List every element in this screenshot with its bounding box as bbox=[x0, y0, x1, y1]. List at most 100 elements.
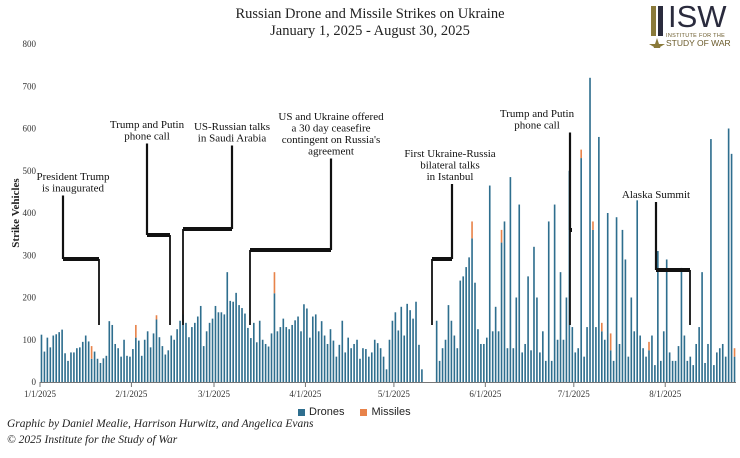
drone-bar bbox=[258, 320, 261, 382]
isw-logo-sub2: STUDY OF WAR bbox=[666, 38, 731, 48]
legend-swatch-drones bbox=[298, 408, 305, 416]
drone-bar bbox=[132, 349, 134, 382]
drone-bar bbox=[689, 356, 692, 382]
drone-bar bbox=[583, 356, 585, 382]
drone-bar bbox=[350, 348, 352, 382]
drone-bar bbox=[388, 339, 391, 382]
drone-bar bbox=[73, 352, 75, 382]
drone-bar bbox=[580, 158, 582, 382]
drone-bar bbox=[627, 356, 630, 382]
drone-bar bbox=[297, 316, 299, 382]
drone-bar bbox=[255, 342, 258, 382]
drone-bar bbox=[565, 297, 568, 382]
drone-bar bbox=[188, 337, 190, 382]
drone-bar bbox=[730, 153, 733, 382]
drone-bar bbox=[601, 331, 603, 382]
drone-bar bbox=[447, 305, 450, 382]
drone-bar bbox=[503, 221, 506, 382]
annotation-label: in Saudi Arabia bbox=[198, 133, 267, 145]
drone-bar bbox=[453, 335, 456, 382]
drone-bar bbox=[46, 337, 49, 382]
missile-bar bbox=[471, 221, 473, 239]
drone-bar bbox=[182, 314, 184, 382]
drone-bar bbox=[686, 360, 689, 382]
drone-bar bbox=[639, 335, 641, 382]
drone-bar bbox=[356, 339, 358, 382]
missile-bar bbox=[609, 333, 612, 351]
drone-bar bbox=[598, 136, 600, 382]
drone-bar bbox=[241, 308, 243, 382]
drone-bar bbox=[164, 354, 167, 382]
drone-bar bbox=[87, 341, 90, 382]
drone-bar bbox=[244, 313, 246, 382]
drone-bar bbox=[556, 339, 559, 382]
drone-bar bbox=[530, 350, 532, 382]
drone-bar bbox=[674, 360, 677, 382]
drone-bar bbox=[40, 334, 43, 382]
drone-bar bbox=[149, 347, 152, 382]
drone-bar bbox=[332, 340, 335, 382]
drone-bar bbox=[76, 348, 78, 382]
drone-bar bbox=[229, 300, 232, 382]
drone-bar bbox=[677, 346, 680, 382]
drone-bar bbox=[117, 348, 119, 382]
annotation-bracket bbox=[147, 233, 170, 237]
drone-bar bbox=[61, 329, 63, 382]
drone-bar bbox=[574, 352, 577, 382]
annotation-label: President Trump bbox=[36, 171, 110, 183]
drone-bar bbox=[412, 318, 414, 382]
drone-bar bbox=[406, 303, 408, 382]
annotation-label: contingent on Russia's bbox=[282, 134, 381, 146]
drone-bar bbox=[185, 322, 187, 382]
annotation-label: First Ukraine-Russia bbox=[404, 148, 495, 160]
drone-bar bbox=[338, 344, 341, 382]
drone-bar bbox=[311, 316, 314, 382]
drone-bar bbox=[270, 333, 273, 382]
credit-copyright: © 2025 Institute for the Study of War bbox=[7, 434, 178, 446]
drone-bar bbox=[176, 329, 178, 382]
drone-bar bbox=[500, 242, 503, 382]
annotation-label: is inaugurated bbox=[42, 183, 105, 195]
drone-bar bbox=[359, 358, 361, 382]
drone-bar bbox=[606, 213, 609, 382]
drone-bar bbox=[662, 331, 665, 382]
missile-bar bbox=[90, 346, 93, 359]
drone-bar bbox=[491, 331, 494, 382]
drone-bar bbox=[303, 304, 305, 382]
drone-bar bbox=[615, 217, 618, 382]
drone-bar bbox=[135, 337, 137, 382]
drone-bar bbox=[645, 356, 647, 382]
drone-bar bbox=[418, 344, 420, 382]
drone-bar bbox=[477, 329, 479, 382]
drone-bar bbox=[300, 331, 302, 382]
drone-bar bbox=[400, 306, 403, 382]
drone-bar bbox=[542, 331, 544, 382]
drone-bar bbox=[465, 267, 467, 382]
drone-bar bbox=[692, 365, 695, 382]
drone-bar bbox=[167, 350, 170, 382]
annotation-label: Trump and Putin bbox=[500, 108, 575, 120]
y-tick-label: 0 bbox=[32, 377, 37, 387]
drone-bar bbox=[235, 292, 237, 382]
drone-bar bbox=[70, 352, 72, 382]
annotation-label: agreement bbox=[308, 146, 354, 158]
drone-bar bbox=[695, 343, 697, 382]
legend-swatch-missiles bbox=[360, 408, 368, 416]
drone-bar bbox=[539, 352, 541, 382]
drone-bar bbox=[317, 331, 320, 382]
legend-label-missiles: Missiles bbox=[371, 406, 411, 418]
chart-title: Russian Drone and Missile Strikes on Ukr… bbox=[235, 6, 505, 22]
drone-bar bbox=[459, 280, 462, 382]
drone-bar bbox=[99, 362, 102, 382]
drone-bar bbox=[533, 246, 535, 382]
drone-bar bbox=[589, 77, 591, 383]
drone-bar bbox=[471, 238, 473, 382]
drone-bar bbox=[659, 360, 662, 382]
drone-bar bbox=[515, 297, 518, 382]
drone-bar bbox=[698, 327, 700, 382]
drone-bar bbox=[544, 360, 547, 382]
drone-bar bbox=[373, 339, 376, 382]
drone-bar bbox=[444, 339, 447, 382]
drone-bar bbox=[577, 348, 580, 382]
drone-bar bbox=[456, 348, 459, 382]
